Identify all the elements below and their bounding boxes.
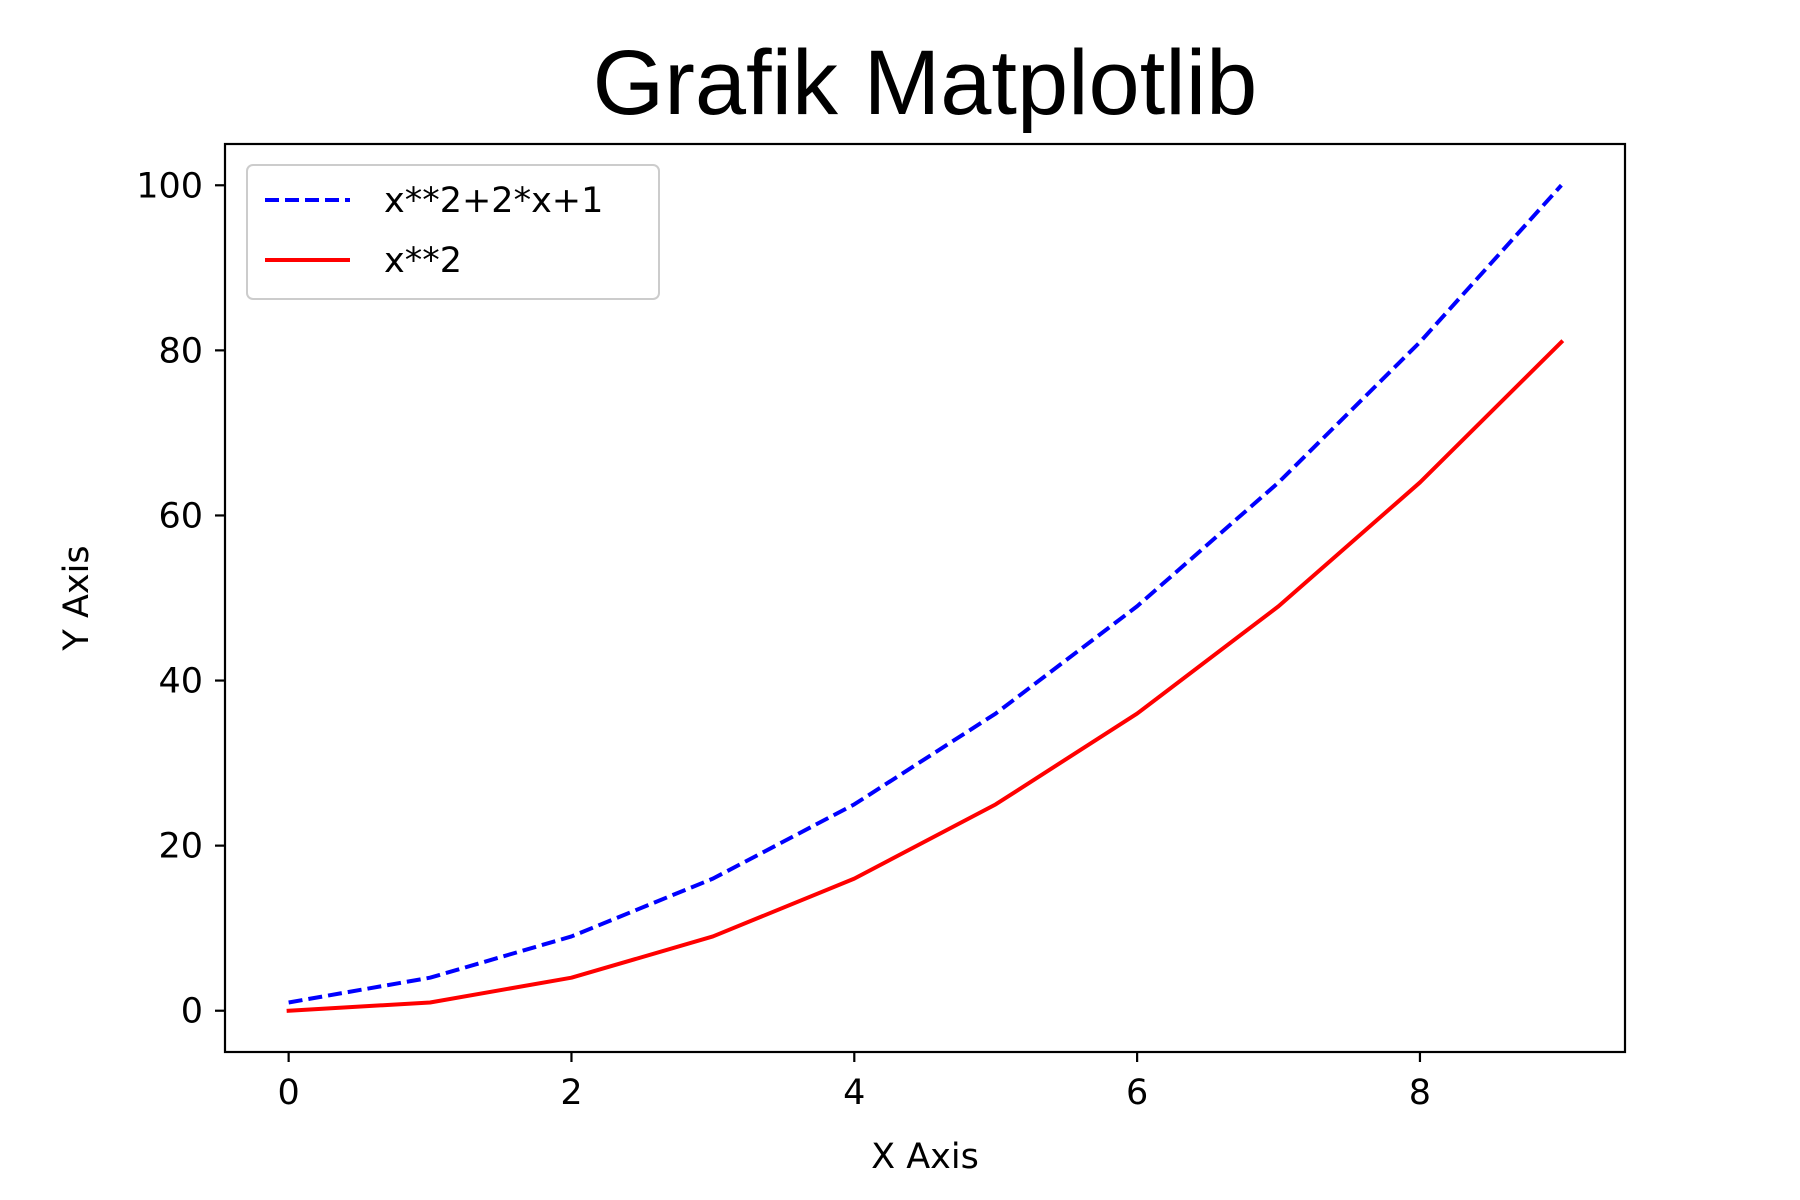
x-tick-label: 4 bbox=[843, 1073, 865, 1113]
x-axis-label: X Axis bbox=[871, 1137, 979, 1177]
series-line-1 bbox=[288, 183, 1563, 1005]
x-tick-label: 2 bbox=[560, 1073, 582, 1113]
y-tick-label: 100 bbox=[136, 166, 203, 206]
series-layer bbox=[286, 183, 1565, 1013]
x-tick-label: 8 bbox=[1409, 1073, 1431, 1113]
y-tick-label: 60 bbox=[158, 496, 203, 536]
x-axis-ticks: 0 2 4 6 8 bbox=[277, 1052, 1431, 1113]
y-tick-label: 20 bbox=[158, 827, 203, 867]
legend: x**2+2*x+1 x**2 bbox=[246, 164, 660, 300]
legend-entries: x**2+2*x+1 x**2 bbox=[265, 181, 603, 281]
y-axis: 0 20 40 60 80 100 bbox=[136, 166, 225, 1032]
x-tick-label: 0 bbox=[277, 1073, 299, 1113]
y-axis-label: Y Axis bbox=[57, 545, 97, 651]
y-axis-ticks: 0 20 40 60 80 100 bbox=[136, 166, 225, 1032]
y-tick-label: 0 bbox=[181, 992, 203, 1032]
series-line-2 bbox=[286, 339, 1565, 1013]
y-tick-label: 80 bbox=[158, 331, 203, 371]
legend-label-1: x**2+2*x+1 bbox=[384, 181, 603, 221]
legend-label-2: x**2 bbox=[384, 241, 462, 281]
x-tick-label: 6 bbox=[1126, 1073, 1148, 1113]
x-axis: 0 2 4 6 8 bbox=[277, 1052, 1431, 1113]
y-tick-label: 40 bbox=[158, 662, 203, 702]
chart-title: Grafik Matplotlib bbox=[593, 32, 1258, 134]
